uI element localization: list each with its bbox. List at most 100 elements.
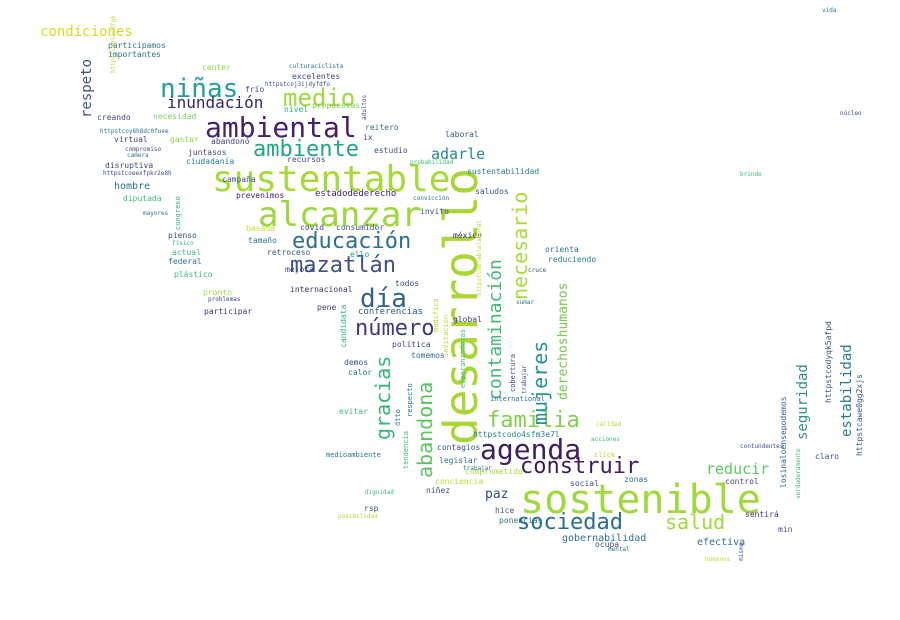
cloud-word: necesidad (153, 112, 197, 121)
cloud-word: agenda (480, 433, 582, 466)
cloud-word: adultos (361, 94, 368, 120)
cloud-word: posibilidad (338, 513, 378, 520)
cloud-word: modifica (432, 298, 440, 332)
cloud-word: política (392, 340, 431, 349)
cloud-word: internacional (290, 285, 353, 294)
cloud-word: conferencias (358, 307, 424, 317)
cloud-word: contagios (437, 443, 481, 452)
cloud-word: covid (300, 223, 325, 232)
cloud-word: tomemos (411, 351, 445, 360)
cloud-word: ix (363, 133, 373, 142)
cloud-word: sustentable (212, 159, 451, 200)
cloud-word: invitación (442, 314, 450, 357)
cloud-word: probabilidad (410, 159, 454, 166)
cloud-word: mayores (143, 210, 169, 217)
cloud-word: méxico (453, 231, 482, 240)
cloud-word: hombre (114, 181, 151, 192)
cloud-word: ambiental (205, 111, 357, 144)
cloud-word: problemas (208, 296, 241, 303)
cloud-word: familia (487, 408, 580, 433)
cloud-word: verdaderamente (795, 448, 802, 499)
cloud-word: derechoshumanos (556, 282, 571, 400)
cloud-word: calor (348, 368, 373, 377)
cloud-word: niñez (426, 486, 451, 495)
cloud-word: calidad (596, 421, 622, 428)
cloud-word: salud (665, 510, 726, 534)
cloud-word: httpstcodyqk5afpd (824, 321, 833, 403)
cloud-word: pienso (168, 231, 197, 240)
cloud-word: httpstcoeexfpkr2e8h (103, 170, 172, 177)
cloud-word: prevenimos (236, 191, 285, 200)
cloud-word: social (570, 479, 599, 488)
cloud-word: contundentes (740, 443, 784, 450)
cloud-word: ocupa (595, 540, 620, 549)
cloud-word: sociedad (517, 510, 623, 535)
cloud-word: httpstcawe0gg2xjs (855, 374, 864, 456)
cloud-word: trabajar (521, 365, 528, 394)
cloud-word: disruptiva (105, 161, 154, 170)
cloud-word: recursos (287, 155, 326, 164)
cloud-word: httpstcoblasdfgk (110, 15, 117, 73)
cloud-word: día (360, 284, 407, 314)
cloud-word: legislar (439, 456, 478, 465)
cloud-word: adarle (431, 145, 486, 163)
cloud-word: control (725, 477, 759, 486)
cloud-word: httpstcoj3ijdyfdfo (265, 81, 331, 88)
cloud-word: zonas (624, 475, 649, 484)
cloud-word: orienta (545, 245, 579, 254)
cloud-word: efectiva (697, 537, 746, 548)
cloud-word: vida (822, 7, 837, 14)
cloud-word: medioambiente (326, 451, 381, 459)
cloud-word: respecto (406, 383, 414, 417)
cloud-word: compromiso (125, 146, 162, 153)
cloud-word: virtual (114, 135, 148, 144)
cloud-word: inundación (167, 93, 264, 112)
cloud-word: sumar (516, 299, 535, 306)
cloud-word: ponencias (499, 516, 543, 525)
cloud-word: necesario (508, 191, 532, 300)
cloud-word: estabilidad (839, 344, 855, 437)
cloud-word: laboral (445, 130, 479, 139)
cloud-word: medio (283, 84, 356, 112)
cloud-word: gracias (371, 355, 395, 440)
cloud-word: brinde (740, 171, 762, 178)
cloud-word: creando (97, 113, 131, 122)
cloud-word: dignidad (365, 489, 394, 496)
cloud-word: estadodederecho (315, 189, 397, 199)
cloud-word: actual (172, 248, 201, 257)
cloud-word: claro (815, 452, 840, 461)
cloud-word: participamos (108, 41, 166, 50)
cloud-word: tamaño (248, 236, 277, 245)
cloud-word: center (202, 63, 231, 72)
cloud-word: importantes (108, 50, 161, 59)
cloud-word: gastar (170, 135, 199, 144)
cloud-word: culturaciclista (289, 63, 344, 70)
cloud-word: saludos (475, 187, 509, 196)
cloud-word: international (490, 395, 545, 403)
cloud-word: invito (420, 207, 449, 216)
cloud-word: convicción (413, 195, 450, 202)
cloud-word: alcanzar (258, 195, 422, 235)
cloud-word: reiterо (365, 123, 399, 132)
cloud-word: niñas (160, 74, 239, 104)
cloud-word: mujeres (528, 340, 552, 425)
cloud-word: paz (485, 487, 509, 502)
cloud-word: demos (344, 358, 369, 367)
cloud-word: mejora (285, 265, 314, 274)
cloud-word: propuestas (312, 101, 361, 110)
cloud-word: cruce (528, 267, 547, 274)
cloud-word: ambiente (253, 137, 359, 162)
cloud-word: httpstcodo4sfm3e7l (473, 430, 560, 439)
cloud-word: pronto (203, 288, 232, 297)
cloud-word: participar (204, 307, 253, 316)
cloud-word: número (355, 316, 435, 341)
cloud-word: sustentabilidad (467, 167, 540, 176)
cloud-word: comprometido (465, 467, 523, 476)
cloud-word: conciencia (435, 477, 484, 486)
cloud-word: sentirá (745, 510, 779, 519)
cloud-word: candidata (339, 304, 348, 348)
cloud-word: reducir (706, 460, 770, 478)
cloud-word: condiciones (40, 24, 133, 40)
cloud-word: ciudadanía (186, 157, 235, 166)
cloud-word: educación (292, 229, 412, 254)
